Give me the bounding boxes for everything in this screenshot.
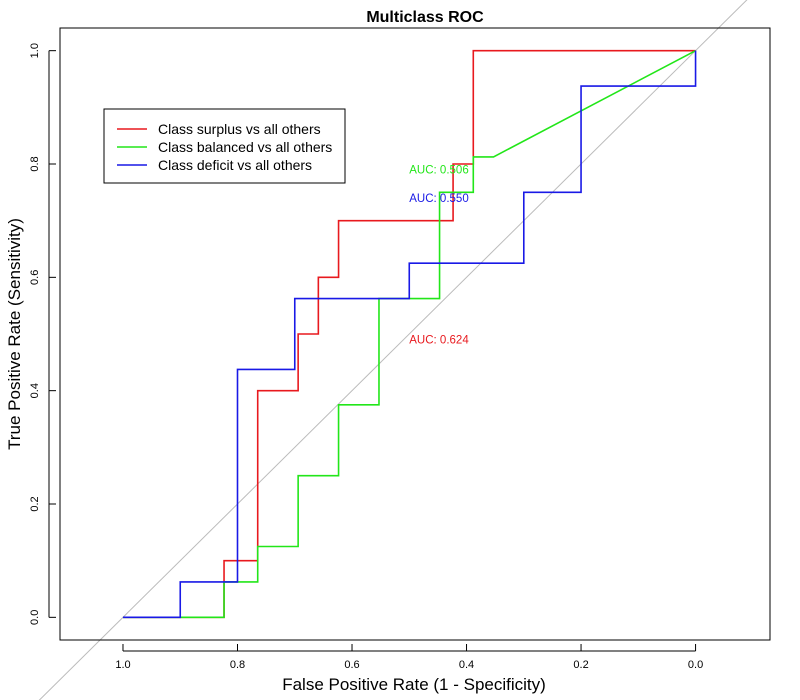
series-layer [122,49,697,619]
roc-curve-series-0 [122,49,696,619]
roc-curve-series-2 [122,50,697,619]
plot-frame [59,27,771,641]
y-tick-label: 0.0 [29,610,41,625]
legend-box [103,108,346,184]
x-tick-label: 0.0 [688,659,703,671]
x-tick-label: 0.8 [230,659,245,671]
x-tick-label: 0.4 [459,659,474,671]
roc-curve-series-1 [122,49,696,619]
auc-label-1: AUC: 0.506 [409,165,468,177]
legend-entry-2: Class deficit vs all others [158,157,312,173]
chart-title: Multiclass ROC [366,9,484,26]
legend-entry-0: Class surplus vs all others [158,121,321,137]
auc-label-0: AUC: 0.624 [409,335,469,347]
y-tick-label: 1.0 [29,43,41,58]
y-axis: 0.0 0.2 0.4 0.6 0.8 1.0 [29,43,56,625]
y-axis-title: True Positive Rate (Sensitivity) [5,218,24,450]
y-tick-label: 0.2 [29,496,41,511]
legend: Class surplus vs all others Class balance… [103,108,346,184]
x-tick-label: 0.6 [344,659,359,671]
x-axis-title: False Positive Rate (1 - Specificity) [282,675,546,694]
x-axis: 1.0 0.8 0.6 0.4 0.2 0.0 [115,644,703,671]
legend-entry-1: Class balanced vs all others [158,139,332,155]
x-tick-label: 0.2 [573,659,588,671]
diagonal-layer [38,0,748,700]
auc-label-2: AUC: 0.550 [409,193,468,205]
chance-diagonal-line [38,0,748,700]
x-tick-label: 1.0 [115,659,130,671]
y-tick-label: 0.6 [29,270,41,285]
auc-labels: AUC: 0.624 AUC: 0.506 AUC: 0.550 [409,165,469,347]
y-tick-label: 0.8 [29,156,41,171]
y-tick-label: 0.4 [29,383,41,398]
